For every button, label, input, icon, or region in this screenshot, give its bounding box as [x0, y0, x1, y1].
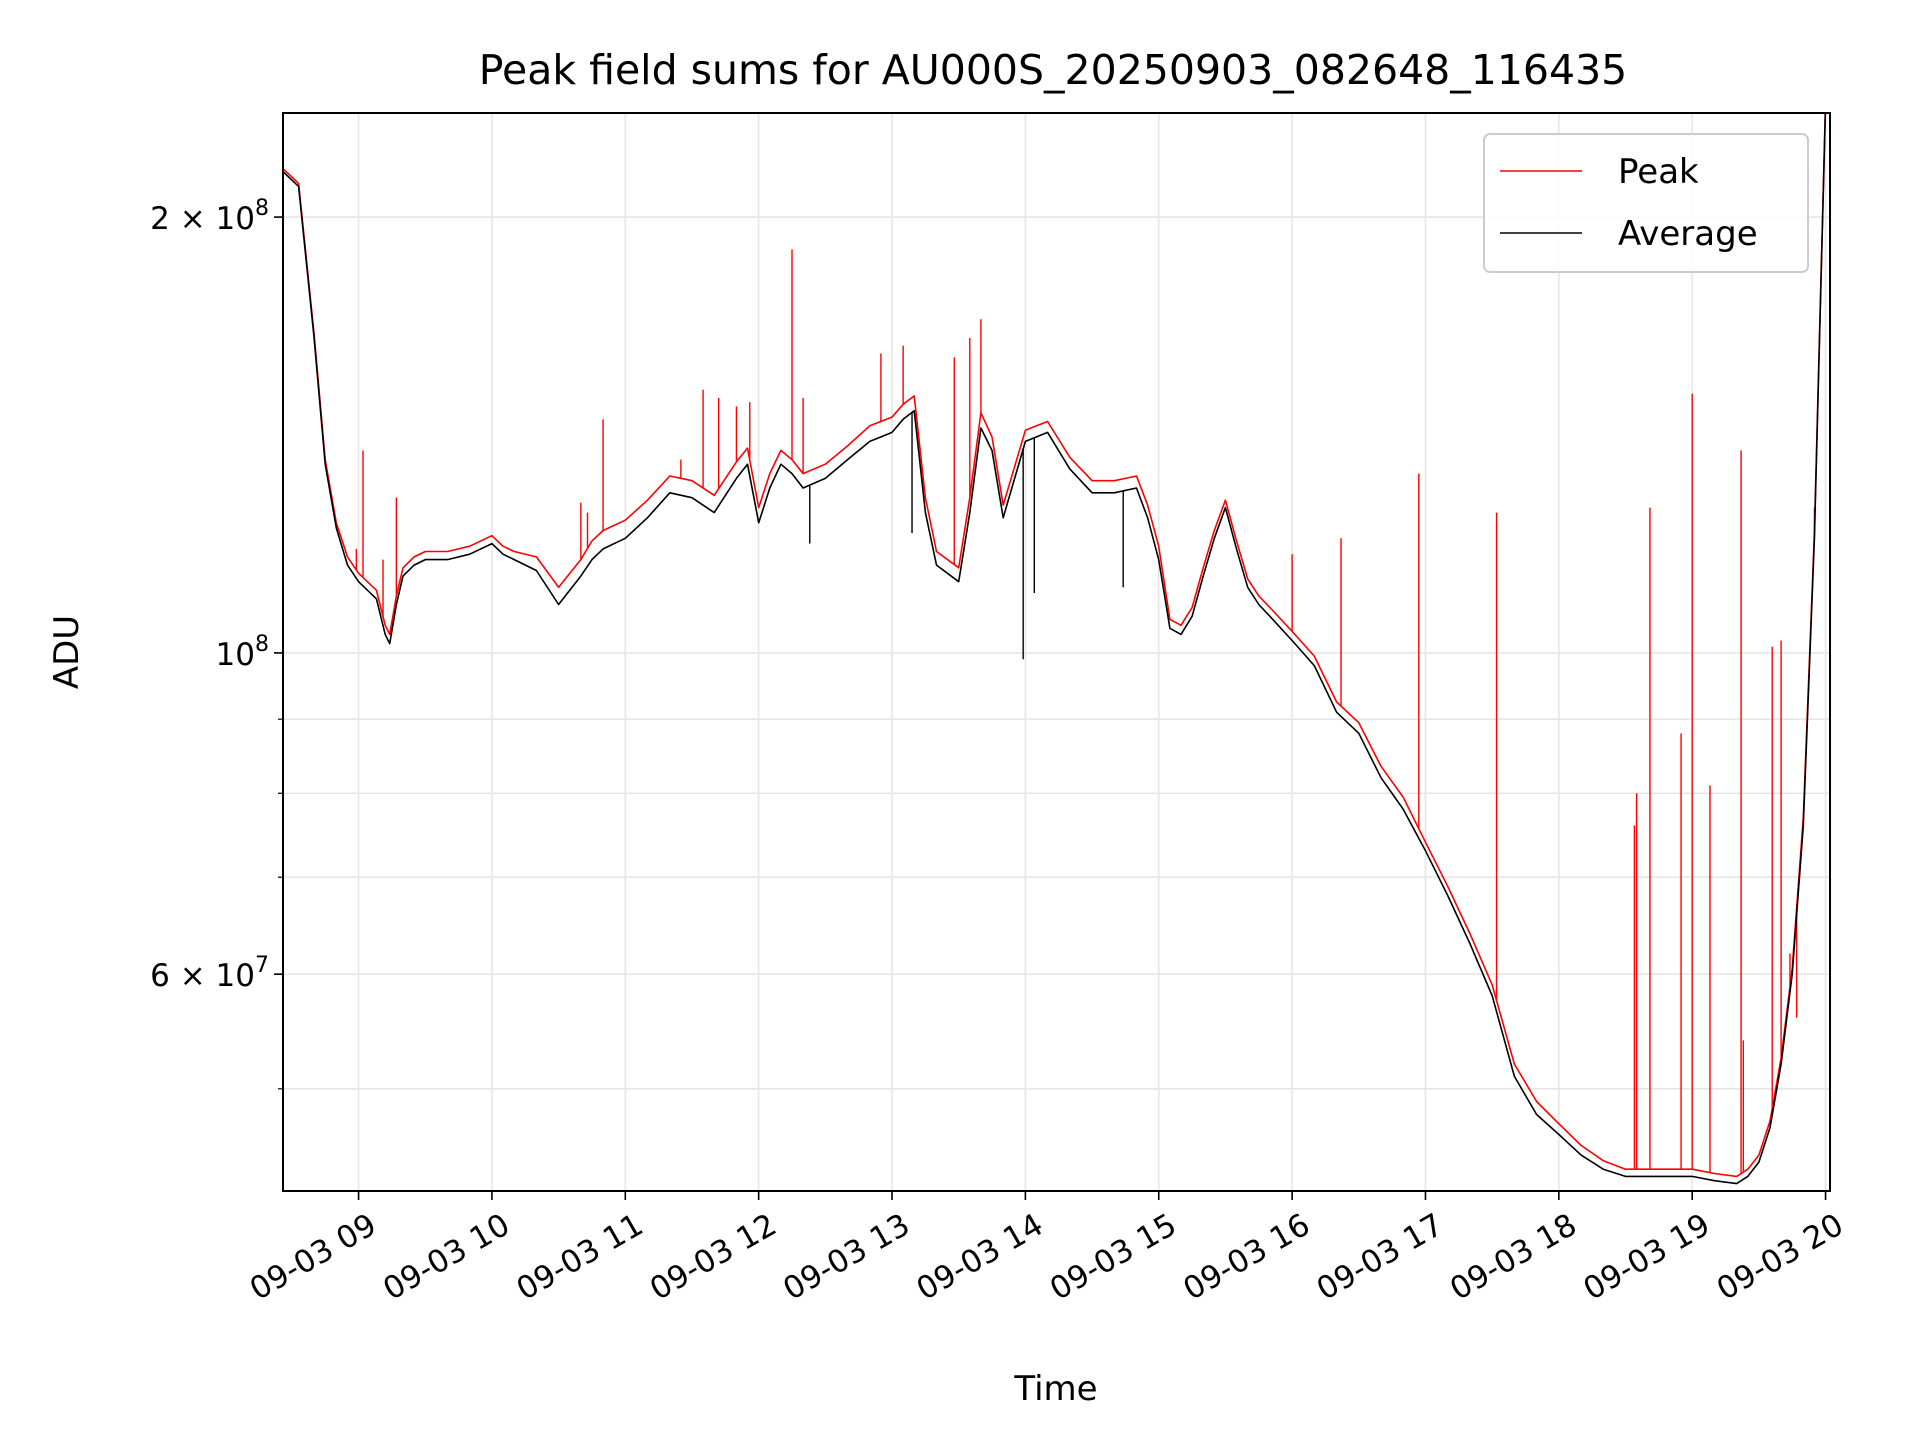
series-line-average: [283, 113, 1827, 1185]
x-tick-label: 09-03 14: [911, 1207, 1050, 1308]
x-tick-label: 09-03 11: [511, 1207, 650, 1308]
x-tick-label: 09-03 15: [1044, 1207, 1183, 1308]
y-tick-label: 2 × 108: [150, 196, 269, 237]
axes-frame: [282, 112, 1831, 1192]
x-tick-label: 09-03 13: [777, 1207, 916, 1308]
legend-box: [1483, 133, 1809, 273]
x-tick-label: 09-03 12: [644, 1207, 783, 1308]
y-axis: 2 × 108 108 6 × 107: [150, 196, 283, 1090]
x-tick-label: 09-03 16: [1177, 1207, 1316, 1308]
legend-label-peak: Peak: [1618, 152, 1699, 192]
x-tick-label: 09-03 19: [1577, 1207, 1716, 1308]
x-tick-label: 09-03 17: [1311, 1207, 1450, 1308]
y-tick-label: 108: [216, 632, 269, 673]
plot-area: [283, 113, 1827, 1185]
x-tick-label: 09-03 20: [1711, 1207, 1850, 1308]
y-axis-label: ADU: [47, 615, 87, 689]
series-group: [283, 113, 1827, 1185]
legend: Peak Average: [1483, 133, 1809, 273]
y-tick-label: 6 × 107: [150, 953, 269, 994]
x-tick-label: 09-03 09: [244, 1207, 383, 1308]
x-tick-label: 09-03 18: [1444, 1207, 1583, 1308]
x-axis-label: Time: [1013, 1369, 1097, 1409]
chart-title: Peak field sums for AU000S_20250903_0826…: [479, 46, 1628, 94]
legend-label-average: Average: [1618, 214, 1758, 254]
series-line-peak: [283, 113, 1827, 1178]
grid-lines: [283, 113, 1830, 1191]
x-tick-label: 09-03 10: [377, 1207, 516, 1308]
